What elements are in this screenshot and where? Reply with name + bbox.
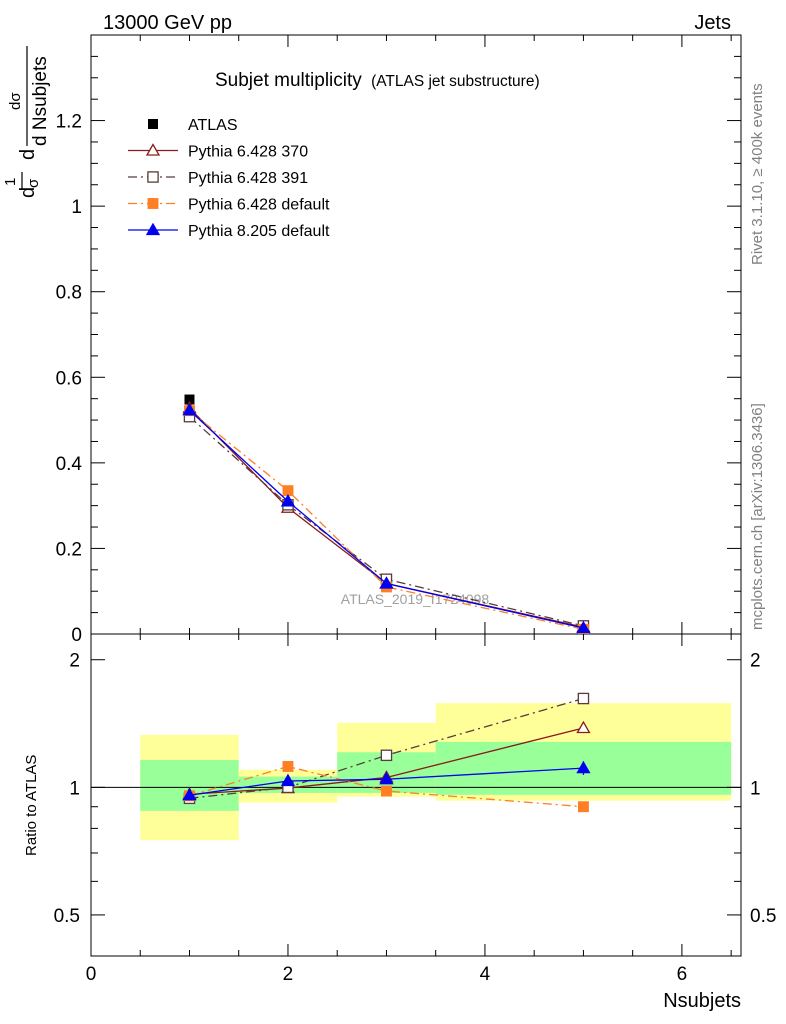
y-tick-label-main: 1.2	[56, 112, 82, 133]
rivet-version-label: Rivet 3.1.10, ≥ 400k events	[749, 83, 766, 265]
y-axis-label-main: d 1 σ d dσ d Nsubjets	[2, 46, 51, 198]
series-point-main	[576, 620, 591, 634]
legend-marker	[145, 143, 161, 156]
series-line-main	[189, 409, 584, 629]
legend-label: Pythia 8.205 default	[188, 223, 330, 240]
legend-marker	[145, 222, 161, 236]
legend-marker	[147, 171, 159, 183]
series-line-ratio	[189, 727, 584, 795]
y-tick-label-ratio: 1	[69, 778, 80, 799]
legend-marker	[147, 198, 159, 209]
legend: ATLAS Pythia 6.428 370 Pythia 6.428 391 Pyt…	[128, 117, 330, 240]
y-tick-label-ratio: 0.5	[54, 906, 80, 927]
series-line-ratio	[189, 767, 584, 796]
x-tick-label: 2	[283, 964, 294, 985]
ratio-series-layer	[182, 692, 591, 813]
series-point-ratio	[380, 749, 393, 762]
y-tick-label-main: 0	[71, 625, 82, 646]
ylabel-frac1-num: 1	[2, 178, 19, 186]
series-line-ratio	[189, 765, 584, 808]
ylabel-frac1-den: σ	[25, 178, 42, 188]
y-tick-label-main: 0.4	[56, 454, 83, 475]
series-point-ratio	[379, 771, 394, 785]
ylabel-d-inner: d	[17, 149, 39, 160]
y-axis-label-ratio: Ratio to ATLAS	[23, 755, 40, 856]
x-tick-label: 0	[86, 964, 97, 985]
y-tick-label-ratio: 2	[69, 651, 80, 672]
legend-label: ATLAS	[188, 117, 238, 134]
series-point-ratio	[182, 787, 197, 801]
plot-title-main: Subjet multiplicity	[215, 70, 362, 91]
legend-marker-data	[148, 119, 158, 129]
series-line-main	[189, 410, 584, 630]
legend-label: Pythia 6.428 default	[188, 197, 330, 214]
plot-title-sub: (ATLAS jet substructure)	[371, 73, 540, 90]
y-tick-label-main: 1	[71, 197, 82, 218]
series-point-ratio	[576, 760, 591, 774]
series-point-ratio	[577, 801, 589, 813]
y-tick-label-ratio-right: 0.5	[750, 906, 776, 927]
y-tick-label-main: 0.8	[56, 283, 82, 304]
axis-ticks: 0 2 4 6 0 0.2 0.4 0.6 0.8 1 1.2 0.5 0.5 1 1 2 2	[54, 34, 776, 985]
series-point-ratio	[577, 692, 590, 705]
series-point-ratio	[280, 773, 296, 787]
ratio-panel-frame	[90, 633, 742, 957]
ylabel-frac2-den: d Nsubjets	[30, 56, 51, 146]
ratio-uncertainty-bands	[140, 703, 732, 841]
mcplots-label: mcplots.cern.ch [arXiv:1306.3436]	[749, 403, 766, 630]
y-tick-label-ratio-right: 2	[750, 651, 761, 672]
legend-label: Pythia 6.428 391	[188, 170, 308, 187]
main-series-layer	[182, 394, 591, 634]
series-point-main	[182, 402, 197, 416]
ylabel-d-outer: d	[17, 187, 39, 198]
x-tick-label: 4	[480, 964, 491, 985]
ylabel-frac2-num: dσ	[7, 92, 24, 110]
x-axis-label: Nsubjets	[663, 990, 741, 1012]
header-energy-label: 13000 GeV pp	[103, 12, 232, 34]
y-tick-label-ratio-right: 1	[750, 778, 761, 799]
series-point-ratio	[282, 761, 294, 772]
series-point-main	[282, 485, 294, 497]
series-point-main	[280, 494, 296, 507]
header-jets-label: Jets	[694, 12, 731, 34]
series-line-ratio	[189, 697, 584, 799]
legend-label: Pythia 6.428 370	[188, 144, 308, 161]
plot-title: Subjet multiplicity (ATLAS jet substruct…	[215, 70, 540, 91]
series-point-main	[379, 576, 394, 589]
x-tick-label: 6	[677, 964, 688, 985]
series-point-ratio	[576, 720, 591, 734]
y-tick-label-main: 0.6	[56, 368, 82, 389]
y-tick-label-main: 0.2	[56, 539, 82, 560]
data-point-main	[184, 394, 195, 405]
series-point-ratio	[381, 785, 392, 797]
